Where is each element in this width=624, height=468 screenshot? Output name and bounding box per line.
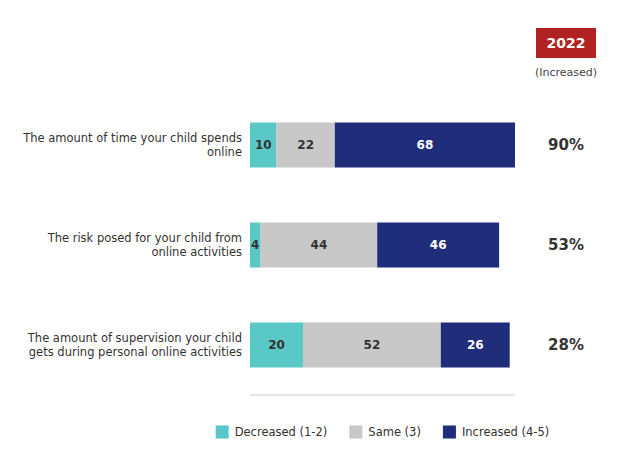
category-label: The risk posed for your child fromonline… <box>47 231 242 259</box>
data-label: 52 <box>364 338 381 352</box>
data-labels: 10226844446205226 <box>251 138 483 352</box>
legend-label: Same (3) <box>368 425 421 439</box>
legend-label: Decreased (1-2) <box>235 425 328 439</box>
data-label: 10 <box>255 138 272 152</box>
bars <box>250 123 515 368</box>
legend: Decreased (1-2) Same (3) Increased (4-5) <box>216 425 550 439</box>
category-label-line: online activities <box>151 245 242 259</box>
data-label: 68 <box>417 138 434 152</box>
data-label: 46 <box>430 238 447 252</box>
bar-segment <box>441 323 510 368</box>
category-label-line: gets during personal online activities <box>29 345 242 359</box>
year-box <box>536 28 596 58</box>
bar-segment <box>250 223 261 268</box>
category-label-line: The amount of supervision your child <box>27 331 242 345</box>
bar-segment <box>250 323 303 368</box>
percent-label: 28% <box>548 336 584 354</box>
bar-segment <box>377 223 499 268</box>
year-label: 2022 <box>547 35 586 51</box>
legend-swatch <box>443 426 456 439</box>
category-label-line: online <box>207 145 242 159</box>
bar-segment <box>335 123 515 168</box>
chart: 10226844446205226The amount of time your… <box>0 0 624 468</box>
category-label: The amount of supervision your childgets… <box>27 331 242 359</box>
legend-swatch <box>349 426 362 439</box>
data-label: 26 <box>467 338 484 352</box>
data-label: 44 <box>311 238 328 252</box>
percent-label: 90% <box>548 136 584 154</box>
legend-swatch <box>216 426 229 439</box>
bar-segment <box>277 123 335 168</box>
bar-segment <box>250 123 277 168</box>
data-label: 20 <box>268 338 285 352</box>
bar-segment <box>261 223 378 268</box>
legend-label: Increased (4-5) <box>462 425 549 439</box>
column-header: (Increased) <box>535 66 597 79</box>
percent-label: 53% <box>548 236 584 254</box>
category-label-line: The amount of time your child spends <box>22 131 242 145</box>
category-label-line: The risk posed for your child from <box>47 231 242 245</box>
data-label: 22 <box>297 138 314 152</box>
x-axis-line <box>250 395 515 396</box>
data-label: 4 <box>251 238 259 252</box>
bar-segment <box>303 323 441 368</box>
category-label: The amount of time your child spendsonli… <box>22 131 242 159</box>
